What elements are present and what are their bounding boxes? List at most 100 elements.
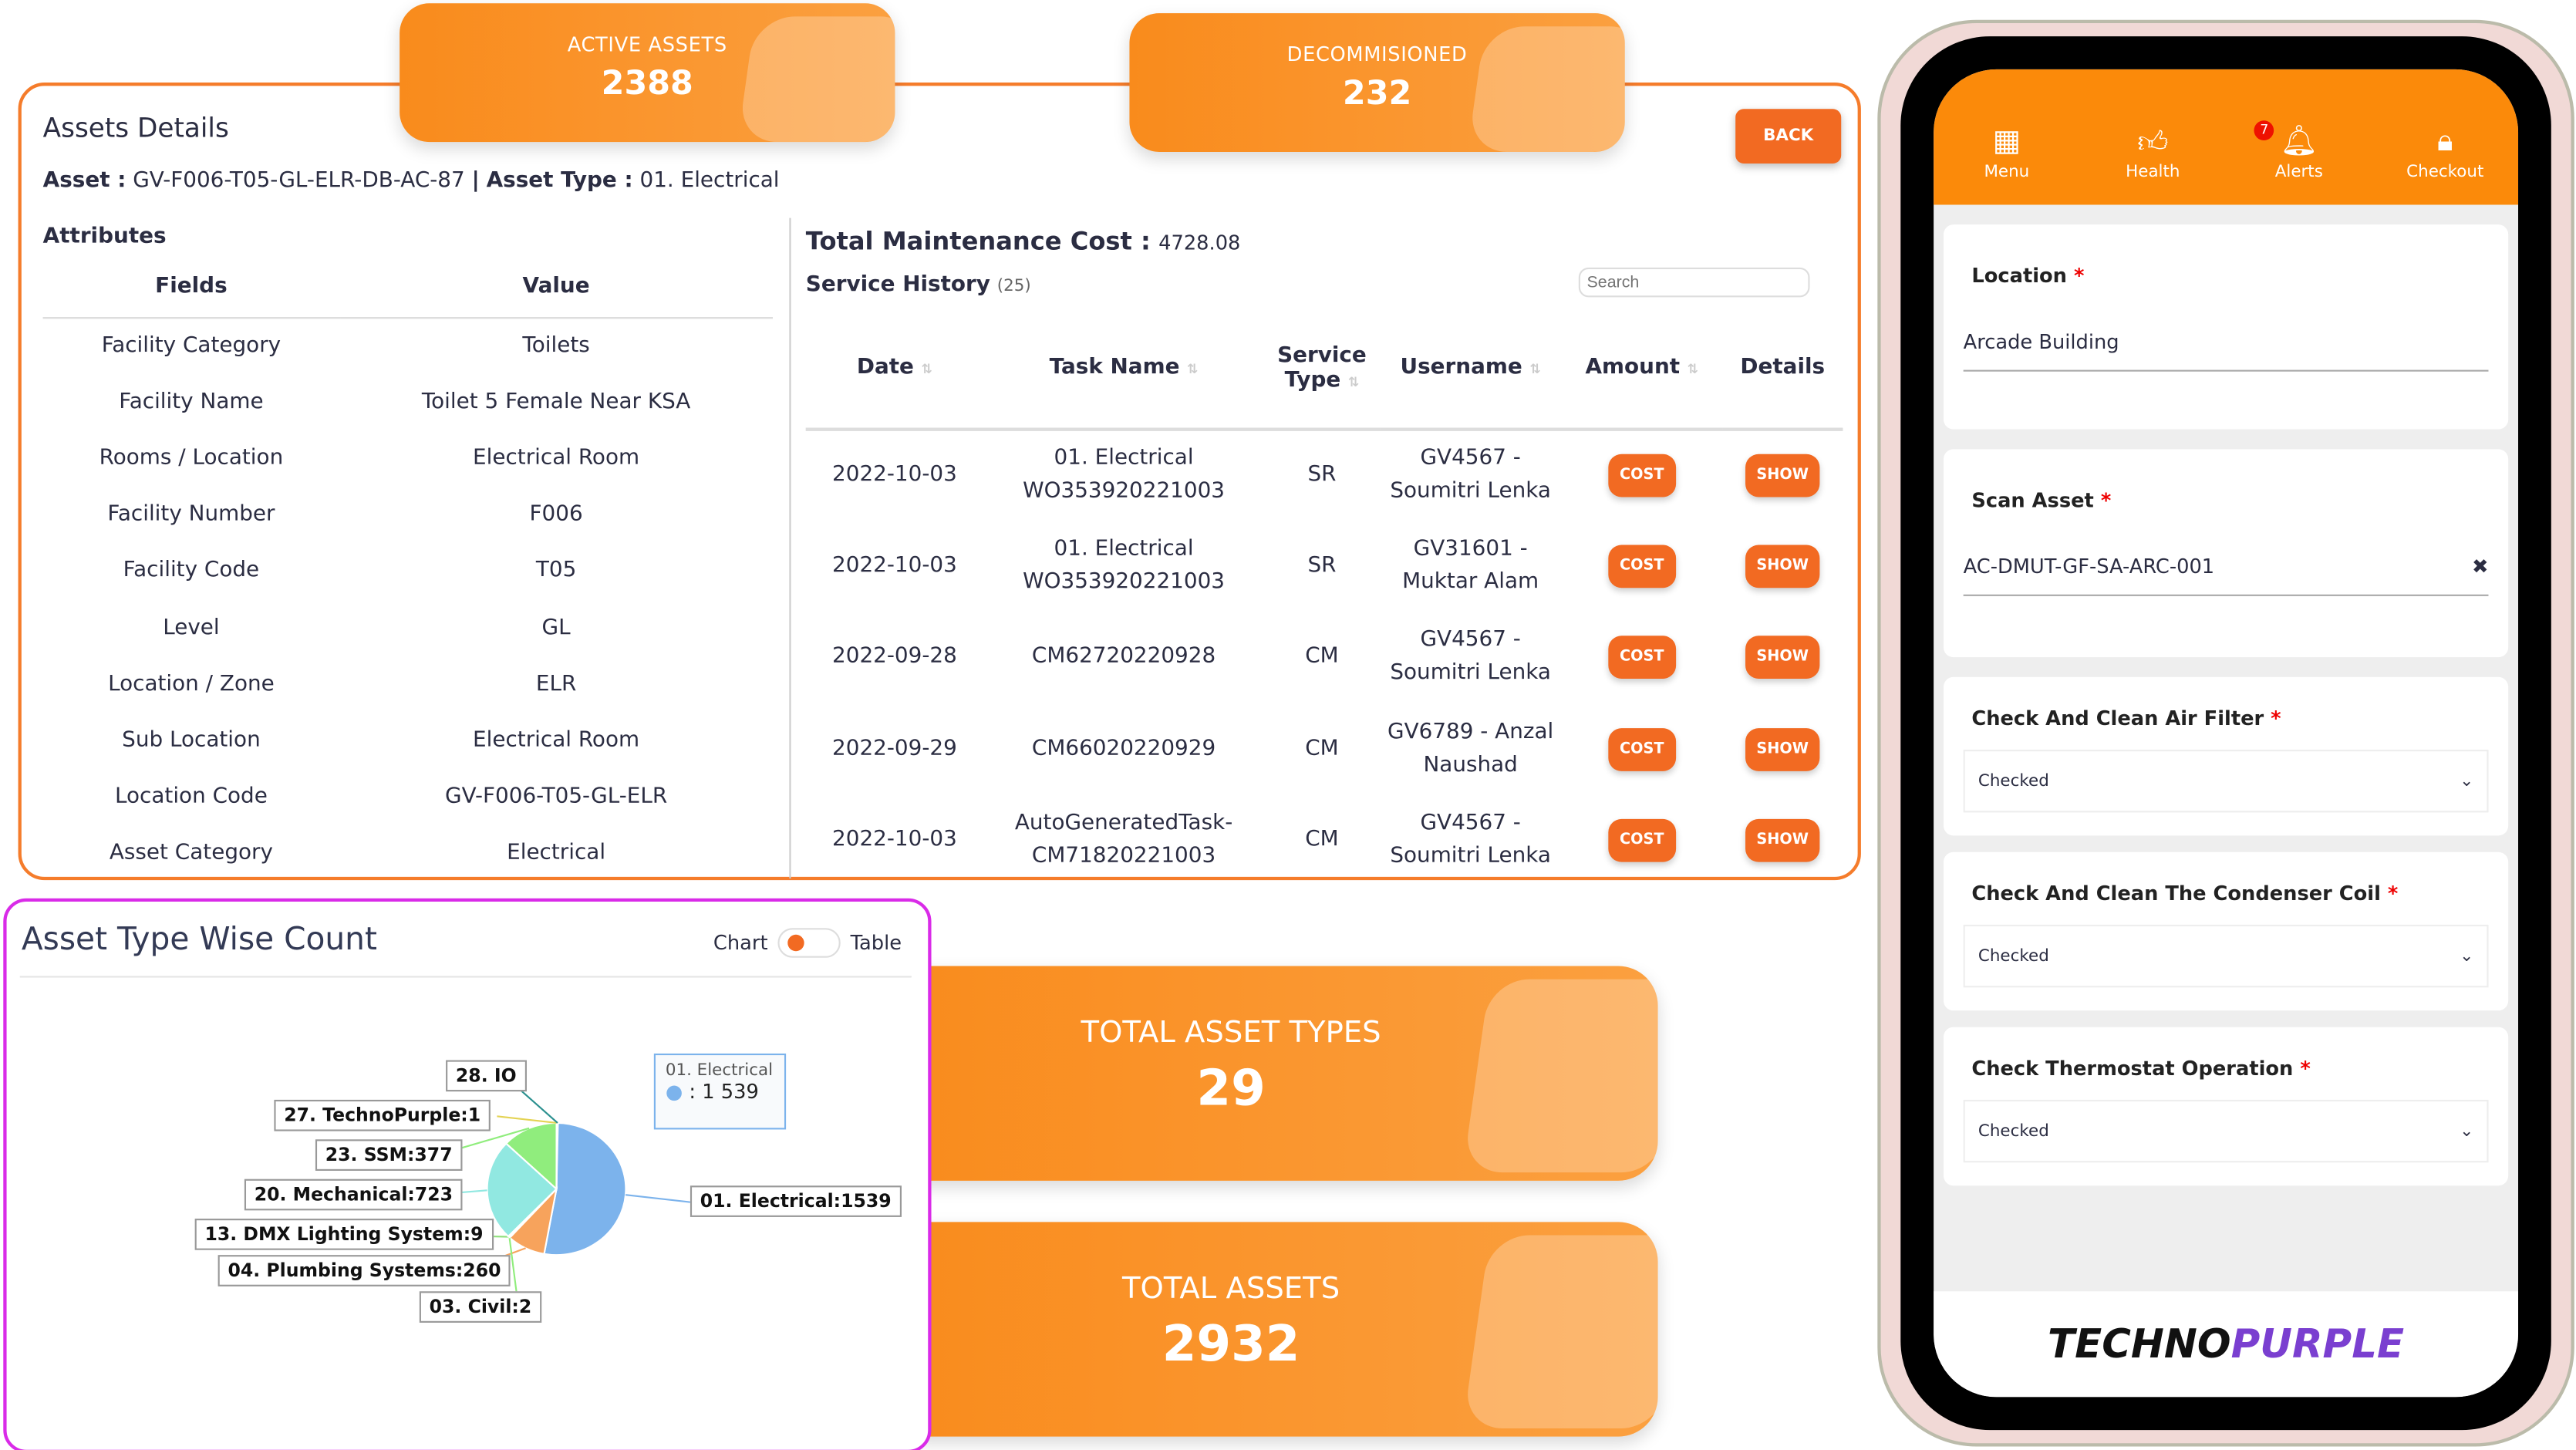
show-button[interactable]: SHOW — [1745, 636, 1821, 679]
fields-header: Fields — [42, 257, 340, 319]
chevron-down-icon: ⌄ — [2460, 771, 2474, 791]
separator: | — [471, 168, 480, 194]
column-header[interactable]: Date ⇅ — [805, 307, 984, 431]
chevron-down-icon: ⌄ — [2460, 1121, 2474, 1141]
column-header: Details — [1722, 307, 1843, 431]
nav-checkout[interactable]: 🔒︎ Checkout — [2387, 124, 2503, 182]
cell: GV4567 - Soumitri Lenka — [1390, 446, 1551, 504]
field-name: Facility Category — [101, 333, 282, 359]
attribute-row: Rooms / Location Electrical Room — [43, 430, 773, 486]
field-value: Electrical Room — [473, 727, 640, 754]
assets-details-card: Assets Details Asset : GV-F006-T05-GL-EL… — [18, 83, 1861, 882]
attributes-title: Attributes — [42, 224, 167, 250]
show-button[interactable]: SHOW — [1745, 454, 1821, 497]
column-label: Date — [856, 355, 914, 380]
toggle-chart-label[interactable]: Chart — [713, 931, 768, 955]
column-header[interactable]: Amount ⇅ — [1561, 307, 1723, 431]
field-value: T05 — [535, 558, 577, 584]
field-value: Toilets — [522, 333, 590, 359]
attribute-row: Location / Zone ELR — [43, 656, 773, 712]
card-title: Assets Details — [42, 112, 229, 144]
table-row: 2022-10-03 01. Electrical WO353920221003 S… — [806, 521, 1843, 612]
cell: 2022-10-03 — [832, 553, 957, 578]
field-name: Facility Code — [123, 558, 260, 584]
nav-alerts[interactable]: 🔔︎ 7 Alerts — [2241, 120, 2357, 182]
cell: CM — [1305, 827, 1339, 852]
field-name: Location Code — [115, 784, 268, 810]
total-assets-card: TOTAL ASSETS 2932 — [886, 1222, 1658, 1437]
chart-tooltip: 01. Electrical ● : 1 539 — [653, 1053, 787, 1130]
column-header[interactable]: Username ⇅ — [1379, 307, 1562, 431]
attributes-table: Fields Value Facility Category Toilets Faci… — [42, 257, 773, 882]
back-button[interactable]: BACK — [1735, 109, 1842, 164]
field-name: Level — [163, 615, 220, 640]
tooltip-name: 01. Electrical — [665, 1061, 774, 1081]
checklist-select[interactable]: Checked ⌄ — [1963, 750, 2489, 813]
show-button[interactable]: SHOW — [1745, 545, 1821, 588]
cell: 2022-10-03 — [832, 827, 957, 852]
search-input[interactable] — [1578, 267, 1810, 298]
slice-label: 04. Plumbing Systems:260 — [217, 1255, 511, 1286]
connector-line — [625, 1194, 691, 1203]
kpi-label: TOTAL ASSET TYPES — [1081, 1015, 1381, 1050]
field-name: Rooms / Location — [99, 446, 284, 471]
field-label: Check Thermostat Operation — [1971, 1057, 2294, 1081]
chart-table-toggle[interactable]: Chart Table — [713, 928, 902, 958]
table-row: 2022-10-03 AutoGeneratedTask-CM7182022100… — [806, 794, 1843, 885]
sort-icon[interactable]: ⇅ — [921, 361, 932, 377]
show-button[interactable]: SHOW — [1745, 727, 1821, 771]
show-button[interactable]: SHOW — [1745, 818, 1821, 862]
asset-type-label: Asset Type : — [486, 168, 633, 194]
slice-label: 01. Electrical:1539 — [690, 1185, 902, 1217]
slice-label: 03. Civil:2 — [419, 1291, 542, 1323]
cost-label: Total Maintenance Cost : — [805, 226, 1151, 256]
clear-icon[interactable]: ✖ — [2471, 555, 2489, 578]
location-field: Location * Arcade Building — [1943, 224, 2509, 430]
checklist-select[interactable]: Checked ⌄ — [1963, 1099, 2489, 1163]
column-label: Service Type — [1277, 342, 1367, 393]
cost-button[interactable]: COST — [1607, 636, 1676, 679]
divider — [19, 976, 912, 978]
column-header[interactable]: Task Name ⇅ — [983, 307, 1265, 431]
cell: GV6789 - Anzal Naushad — [1387, 719, 1554, 777]
cell: 2022-10-03 — [832, 462, 957, 487]
history-count: (25) — [996, 277, 1031, 296]
mobile-app-mockup: ▦ Menu 👍︎ Health 🔔︎ 7 Alerts 🔒︎ Checkout Loca… — [1877, 19, 2574, 1447]
cell: GV4567 - Soumitri Lenka — [1390, 810, 1551, 868]
scan-asset-input[interactable]: AC-DMUT-GF-SA-ARC-001 — [1963, 555, 2215, 578]
cell: CM66020220929 — [1031, 735, 1216, 760]
checklist-field: Check And Clean The Condenser Coil * Chec… — [1943, 851, 2509, 1011]
nav-health[interactable]: 👍︎ Health — [2095, 124, 2210, 182]
nav-label: Menu — [1984, 163, 2030, 182]
nav-menu[interactable]: ▦ Menu — [1949, 124, 2065, 182]
sort-icon[interactable]: ⇅ — [1347, 373, 1360, 389]
cost-button[interactable]: COST — [1607, 454, 1676, 497]
field-label: Location — [1971, 264, 2067, 288]
toggle-table-label[interactable]: Table — [850, 931, 902, 955]
attribute-row: Facility Number F006 — [43, 487, 773, 543]
table-row: 2022-10-03 01. Electrical WO353920221003 S… — [806, 430, 1843, 521]
sort-icon[interactable]: ⇅ — [1529, 361, 1541, 377]
slice-label: 28. IO — [446, 1060, 527, 1092]
attribute-row: Level GL — [43, 599, 773, 656]
kpi-value: 232 — [1342, 72, 1412, 113]
sort-icon[interactable]: ⇅ — [1187, 361, 1199, 377]
cost-button[interactable]: COST — [1607, 545, 1676, 588]
checklist-field: Check Thermostat Operation * Checked ⌄ — [1943, 1027, 2509, 1186]
slice-label: 23. SSM:377 — [315, 1139, 463, 1171]
column-header[interactable]: Service Type ⇅ — [1264, 307, 1380, 431]
scan-asset-field: Scan Asset * AC-DMUT-GF-SA-ARC-001 ✖ — [1943, 449, 2509, 658]
cost-button[interactable]: COST — [1607, 818, 1676, 862]
asset-type: 01. Electrical — [639, 168, 780, 194]
cell: CM — [1305, 644, 1339, 669]
checklist-field: Check And Clean Air Filter * Checked ⌄ — [1943, 676, 2509, 836]
asset-line: Asset : GV-F006-T05-GL-ELR-DB-AC-87 | As… — [43, 168, 780, 193]
field-value: ELR — [535, 671, 577, 696]
checklist-select[interactable]: Checked ⌄ — [1963, 924, 2489, 988]
value-header: Value — [339, 257, 773, 319]
location-input[interactable]: Arcade Building — [1963, 330, 2489, 372]
sort-icon[interactable]: ⇅ — [1687, 361, 1699, 377]
toggle-switch[interactable] — [777, 928, 841, 958]
cell: 01. Electrical WO353920221003 — [1023, 536, 1226, 595]
cost-button[interactable]: COST — [1607, 727, 1676, 771]
